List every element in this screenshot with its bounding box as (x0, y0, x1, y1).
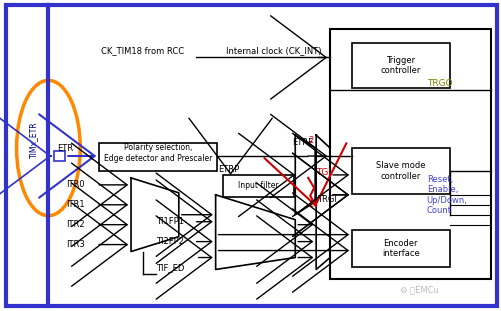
Text: ITR0: ITR0 (66, 180, 85, 189)
Text: TRGI: TRGI (317, 195, 336, 204)
Text: TI1FP1: TI1FP1 (156, 217, 183, 226)
Text: Slave mode
controller: Slave mode controller (375, 161, 425, 181)
Text: TRGO: TRGO (426, 79, 451, 88)
Text: CK_TIM18 from RCC: CK_TIM18 from RCC (101, 46, 184, 55)
Bar (330, 29, 490, 279)
Text: ETR: ETR (57, 144, 73, 152)
Text: Trigger
controller: Trigger controller (380, 56, 420, 75)
Text: ITR3: ITR3 (66, 240, 85, 249)
Text: TGI: TGI (316, 169, 331, 177)
Text: Encoder
interface: Encoder interface (381, 239, 419, 258)
Bar (351, 43, 449, 88)
Bar (351, 148, 449, 194)
Text: Input filter: Input filter (237, 181, 278, 190)
Text: ⚙ 寻EMCu: ⚙ 寻EMCu (399, 285, 438, 294)
Text: TIMx_ETR: TIMx_ETR (29, 122, 38, 158)
Text: 1: 1 (308, 200, 313, 209)
Text: Internal clock (CK_INT): Internal clock (CK_INT) (225, 46, 321, 55)
Text: ITR1: ITR1 (66, 200, 85, 209)
Text: Reset,
Enable,
Up/Down,
Count: Reset, Enable, Up/Down, Count (426, 175, 466, 215)
Bar (54, 151, 65, 161)
Text: ETRF: ETRF (292, 137, 313, 146)
Text: ITR2: ITR2 (66, 220, 85, 229)
Text: 2: 2 (308, 136, 313, 145)
Bar (222, 175, 294, 197)
Text: ETRP: ETRP (218, 165, 239, 174)
Bar (351, 230, 449, 267)
Text: TI2FP2: TI2FP2 (156, 237, 183, 246)
Bar (99, 143, 216, 171)
Text: Polarity selection,
Edge detector and Prescaler: Polarity selection, Edge detector and Pr… (104, 143, 211, 163)
Text: TIF_ED: TIF_ED (156, 263, 184, 272)
